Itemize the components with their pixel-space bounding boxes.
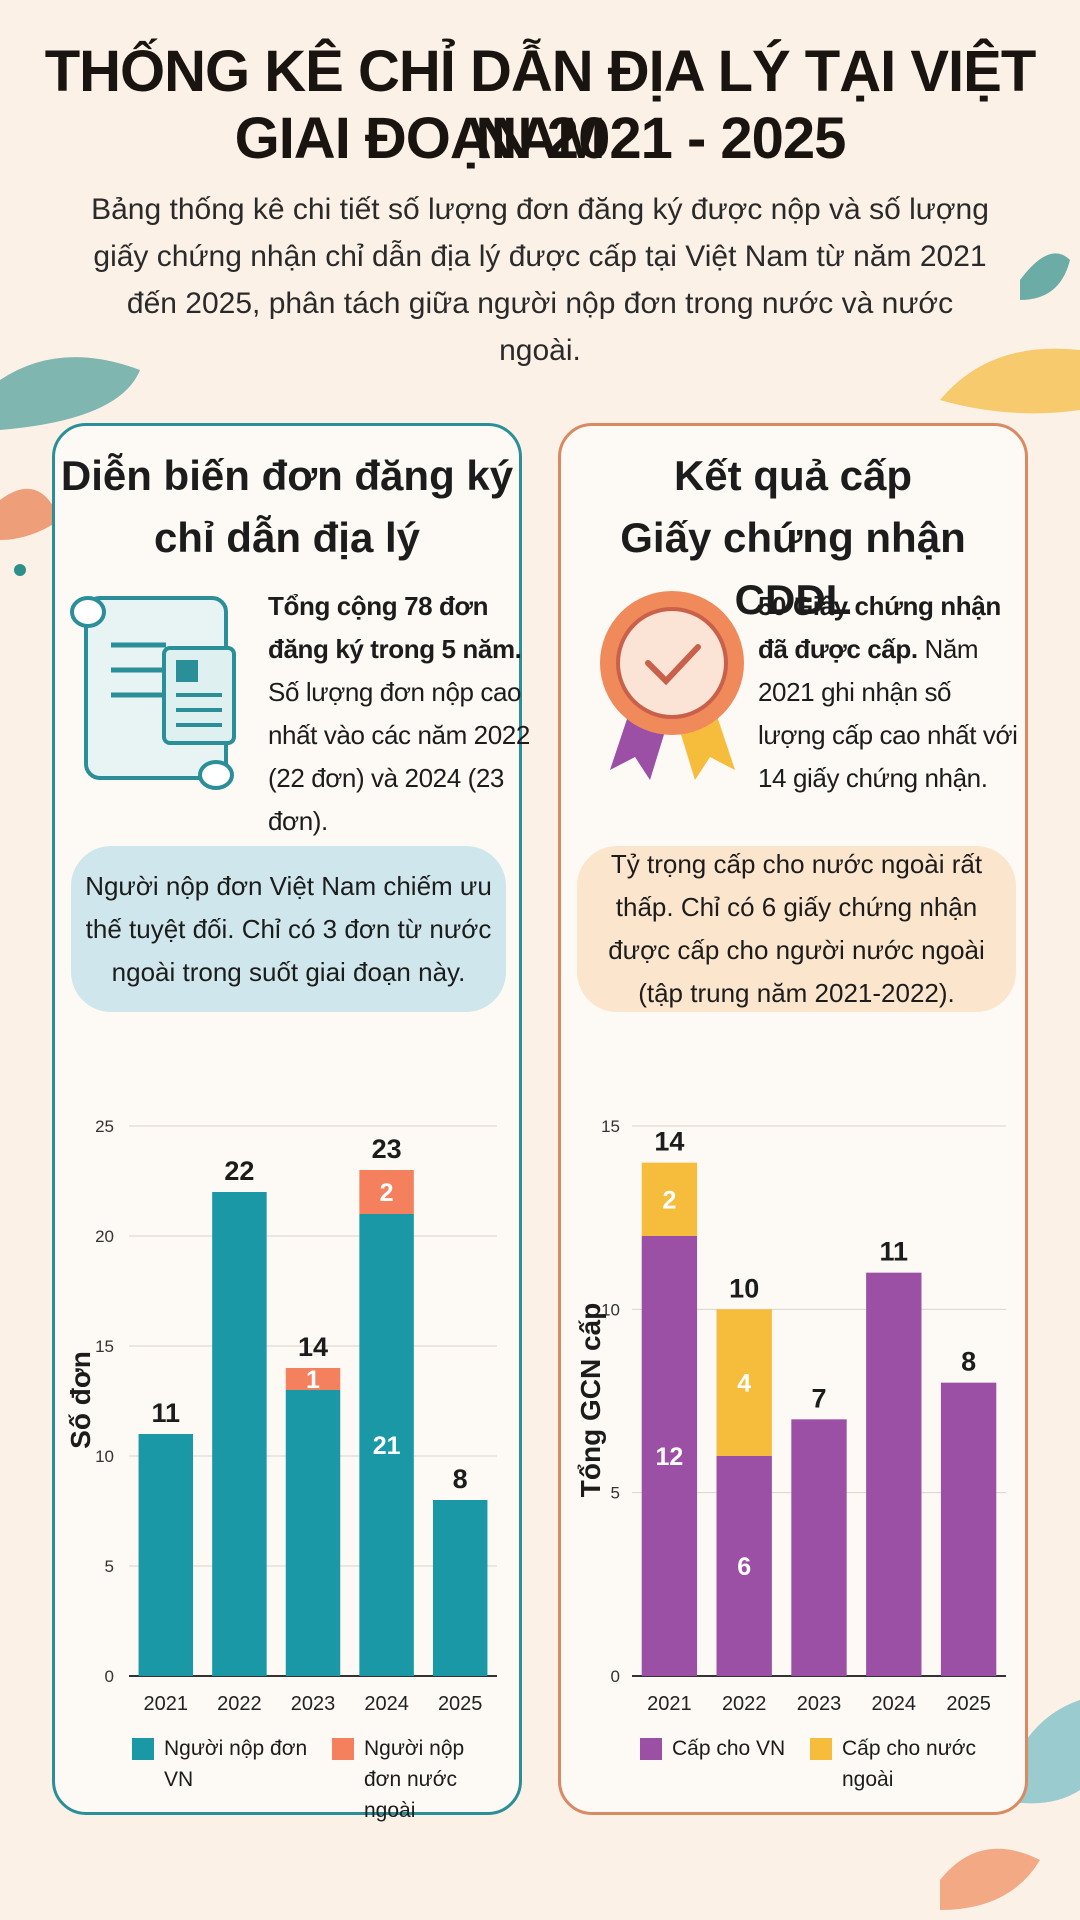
legend-swatch (132, 1738, 154, 1760)
legend-swatch (640, 1738, 662, 1760)
segment-label: 4 (737, 1370, 751, 1398)
legend-item: Người nộp đơn VN (132, 1733, 322, 1795)
summary-text: Số lượng đơn nộp cao nhất vào các năm 20… (268, 677, 530, 836)
badge-icon (600, 591, 744, 780)
summary: 50 Giấy chứng nhận đã được cấp. Năm 2021… (758, 585, 1018, 800)
segment-label: 21 (373, 1432, 401, 1460)
bar-segment (641, 1162, 698, 1236)
legend-swatch (810, 1738, 832, 1760)
card-title: Kết quả cấp (673, 452, 913, 499)
callout: Tỷ trọng cấp cho nước ngoài rất thấp. Ch… (577, 846, 1016, 1012)
legend-swatch (332, 1738, 354, 1760)
legend-label: Cấp cho nước ngoài (842, 1737, 977, 1791)
y-tick-label: 5 (105, 1557, 114, 1576)
bar-segment (432, 1500, 488, 1676)
document-icon (70, 596, 236, 790)
x-tick-label: 2023 (797, 1693, 842, 1715)
y-tick-label: 0 (105, 1667, 114, 1686)
y-tick-label: 25 (95, 1117, 114, 1136)
bar-segment (716, 1456, 772, 1676)
bar-segment (940, 1382, 997, 1676)
legend-item: Cấp cho nước ngoài (810, 1733, 1010, 1795)
bar-segment (359, 1170, 414, 1214)
y-tick-label: 0 (611, 1667, 620, 1686)
bar-segment (866, 1272, 922, 1676)
bar-segment (212, 1192, 267, 1676)
bar-segment (285, 1390, 341, 1676)
segment-label: 1 (306, 1366, 320, 1394)
legend-label: Người nộp đơn nước ngoài (364, 1737, 465, 1822)
bar-segment (138, 1434, 194, 1676)
x-tick-label: 2023 (291, 1693, 336, 1715)
total-label: 11 (880, 1237, 909, 1267)
total-label: 8 (453, 1464, 468, 1494)
segment-label: 2 (662, 1186, 676, 1214)
legend-item: Người nộp đơn nước ngoài (332, 1733, 482, 1826)
bar-segment (791, 1419, 847, 1676)
x-tick-label: 2025 (438, 1693, 483, 1715)
legend-label: Cấp cho VN (672, 1737, 786, 1760)
y-tick-label: 15 (95, 1337, 114, 1356)
y-axis-label: Số đơn (65, 1351, 96, 1449)
summary: Tổng cộng 78 đơn đăng ký trong 5 năm. Số… (268, 585, 538, 843)
card-title: chỉ dẫn địa lý (153, 514, 421, 561)
summary-bold: 50 Giấy chứng nhận đã được cấp. (758, 591, 1001, 664)
y-tick-label: 5 (611, 1484, 620, 1503)
y-tick-label: 15 (601, 1117, 620, 1136)
x-tick-label: 2025 (946, 1693, 991, 1715)
y-tick-label: 10 (95, 1447, 114, 1466)
bar-segment (359, 1214, 414, 1676)
total-label: 8 (961, 1347, 976, 1377)
x-tick-label: 2022 (722, 1693, 767, 1715)
bar-segment (285, 1368, 341, 1390)
x-tick-label: 2021 (647, 1693, 692, 1715)
total-label: 11 (152, 1398, 181, 1428)
y-tick-label: 10 (601, 1300, 620, 1319)
subtitle: Bảng thống kê chi tiết số lượng đơn đăng… (91, 193, 989, 367)
card-title: Giấy chứng nhận CDĐL (620, 514, 966, 623)
legend-label: Người nộp đơn VN (164, 1737, 308, 1791)
total-label: 23 (372, 1134, 402, 1164)
summary-text: Năm 2021 ghi nhận số lượng cấp cao nhất … (758, 634, 1018, 793)
total-label: 10 (729, 1273, 759, 1303)
segment-label: 12 (655, 1443, 683, 1471)
card-title: Diễn biến đơn đăng ký (60, 452, 514, 499)
x-tick-label: 2021 (144, 1693, 189, 1715)
total-label: 7 (811, 1383, 826, 1413)
segment-label: 6 (737, 1553, 751, 1581)
x-tick-label: 2022 (217, 1693, 262, 1715)
summary-bold: Tổng cộng 78 đơn đăng ký trong 5 năm. (268, 591, 522, 664)
total-label: 14 (298, 1332, 328, 1362)
callout: Người nộp đơn Việt Nam chiếm ưu thế tuyệ… (71, 846, 506, 1012)
x-tick-label: 2024 (872, 1693, 917, 1715)
y-axis-label: Tổng GCN cấp (575, 1303, 606, 1497)
total-label: 14 (654, 1127, 684, 1157)
segment-label: 2 (380, 1179, 394, 1207)
title-line: THỐNG KÊ CHỈ DẪN ĐỊA LÝ TẠI VIỆT NAM (44, 39, 1037, 171)
total-label: 22 (224, 1156, 254, 1186)
x-tick-label: 2024 (364, 1693, 409, 1715)
y-tick-label: 20 (95, 1227, 114, 1246)
bar-segment (716, 1309, 772, 1456)
bar-segment (641, 1236, 698, 1676)
title-line: GIAI ĐOẠN 2021 - 2025 (234, 106, 847, 171)
legend-item: Cấp cho VN (640, 1733, 800, 1764)
